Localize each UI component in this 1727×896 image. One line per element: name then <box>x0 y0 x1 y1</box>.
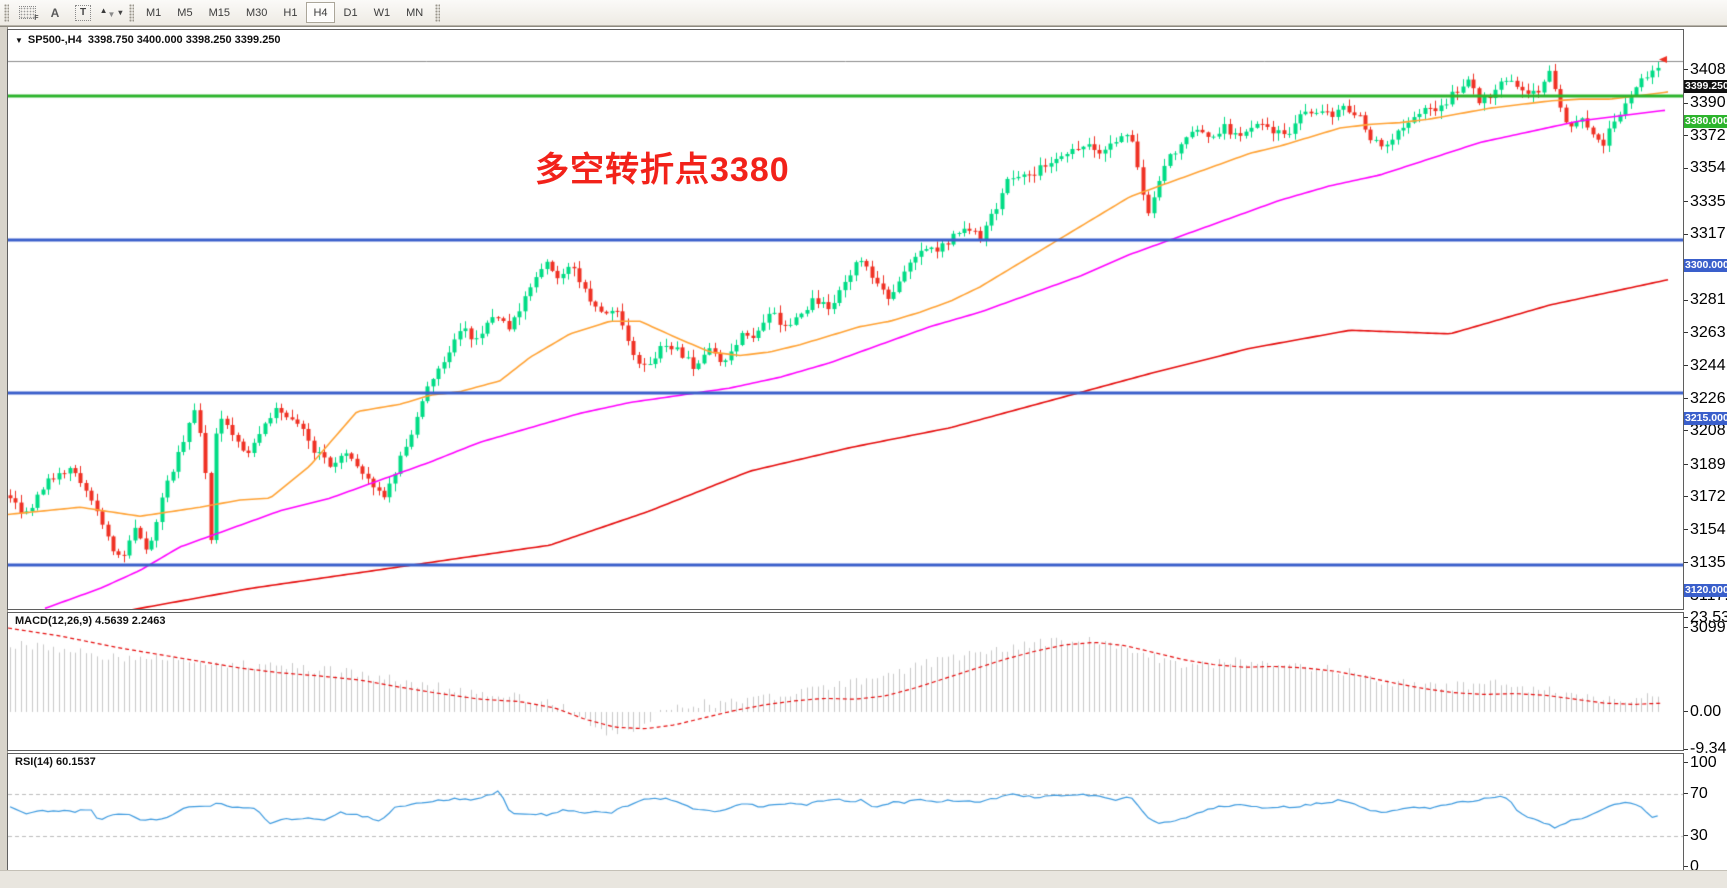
toolbar-grip[interactable] <box>4 3 9 22</box>
price-axis-tick: 3281.000 <box>1684 292 1727 308</box>
price-axis-tick: 3263.015 <box>1684 324 1727 340</box>
top-toolbar: F A T ▲ ▼ ▾ M1 M5 M15 M30 H1 H4 D1 W1 MN <box>0 0 1727 26</box>
price-axis-tick: 3226.500 <box>1684 390 1727 406</box>
price-axis-tick: 3372.015 <box>1684 127 1727 143</box>
macd-canvas[interactable] <box>8 613 1683 750</box>
toolbar-grip[interactable] <box>435 3 441 22</box>
arrange-arrows-icon: ▲ ▼ <box>99 6 116 19</box>
price-level-tag: 3380.000 <box>1684 114 1727 128</box>
rsi-canvas[interactable] <box>8 754 1683 870</box>
chart-context-icon[interactable]: ▼ <box>15 36 23 45</box>
price-axis-tick: 3354.030 <box>1684 160 1727 176</box>
text-a-icon: A <box>50 5 60 20</box>
price-level-tag: 3215.000 <box>1684 412 1727 426</box>
rsi-axis-tick: 100 <box>1684 755 1717 771</box>
main-chart-panel: ▼ SP500-,H4 3398.750 3400.000 3398.250 33… <box>7 29 1684 610</box>
price-level-tag: 3300.000 <box>1684 258 1727 272</box>
window-bottom-edge <box>0 870 1727 888</box>
timeframe-button-m5[interactable]: M5 <box>177 6 193 19</box>
price-axis-tick: 3135.485 <box>1684 555 1727 571</box>
rsi-axis-tick: 30 <box>1684 827 1708 843</box>
price-axis-tick: 3390.000 <box>1684 95 1727 111</box>
timeframe-button-w1[interactable]: W1 <box>373 6 391 19</box>
main-chart-canvas[interactable] <box>8 30 1683 609</box>
price-axis-tick: 3172.000 <box>1684 489 1727 505</box>
rsi-axis-tick: 0 <box>1684 859 1699 875</box>
price-axis-tick: 3099.515 <box>1684 620 1727 636</box>
annotation-text: 多空转折点3380 <box>535 151 790 189</box>
macd-label: MACD(12,26,9) 4.5639 2.2463 <box>15 615 166 627</box>
price-axis-tick: 3335.500 <box>1684 193 1727 209</box>
timeframe-button-h4[interactable]: H4 <box>306 2 335 23</box>
chart-symbol-period: SP500-,H4 <box>27 34 82 46</box>
price-axis-tick: 3154.015 <box>1684 521 1727 537</box>
timeframe-button-m15[interactable]: M15 <box>208 6 230 19</box>
rsi-panel: RSI(14) 60.1537 <box>7 753 1684 871</box>
price-axis-tick: 3408.530 <box>1684 62 1727 78</box>
price-level-tag: 3399.250 <box>1684 79 1727 93</box>
toolbar-grip[interactable] <box>129 3 134 22</box>
macd-panel: MACD(12,26,9) 4.5639 2.2463 <box>7 612 1684 751</box>
macd-axis-tick: 0.00 <box>1684 704 1721 720</box>
rsi-label: RSI(14) 60.1537 <box>15 756 96 768</box>
text-t-icon: T <box>75 4 91 21</box>
macd-axis-tick: -9.3411 <box>1684 741 1727 757</box>
chevron-down-icon: ▾ <box>118 8 123 17</box>
price-level-tag: 3120.000 <box>1684 584 1727 597</box>
timeframe-button-m1[interactable]: M1 <box>146 6 162 19</box>
arrange-windows-button[interactable]: ▲ ▼ ▾ <box>98 1 124 24</box>
price-axis-tick: 3317.515 <box>1684 226 1727 242</box>
grid-f-icon: F <box>18 6 39 22</box>
price-axis-tick: 3244.485 <box>1684 358 1727 374</box>
timeframe-button-h1[interactable]: H1 <box>283 6 298 19</box>
text-box-button[interactable]: T <box>70 1 96 24</box>
grid-period-button[interactable]: F <box>14 1 40 24</box>
text-label-button[interactable]: A <box>42 1 68 24</box>
timeframe-button-d1[interactable]: D1 <box>343 6 358 19</box>
price-axis-tick: 3189.985 <box>1684 456 1727 472</box>
chart-title: ▼ SP500-,H4 3398.750 3400.000 3398.250 33… <box>15 34 281 46</box>
rsi-axis-tick: 70 <box>1684 786 1708 802</box>
timeframe-button-mn[interactable]: MN <box>406 6 424 19</box>
chart-window: ▼ SP500-,H4 3398.750 3400.000 3398.250 33… <box>0 26 1727 888</box>
timeframe-button-m30[interactable]: M30 <box>245 6 268 19</box>
price-axis-tick: 3208.515 <box>1684 423 1727 439</box>
macd-axis-tick: 23.5312 <box>1684 609 1727 625</box>
chart-ohlc-values: 3398.750 3400.000 3398.250 3399.250 <box>87 34 281 46</box>
